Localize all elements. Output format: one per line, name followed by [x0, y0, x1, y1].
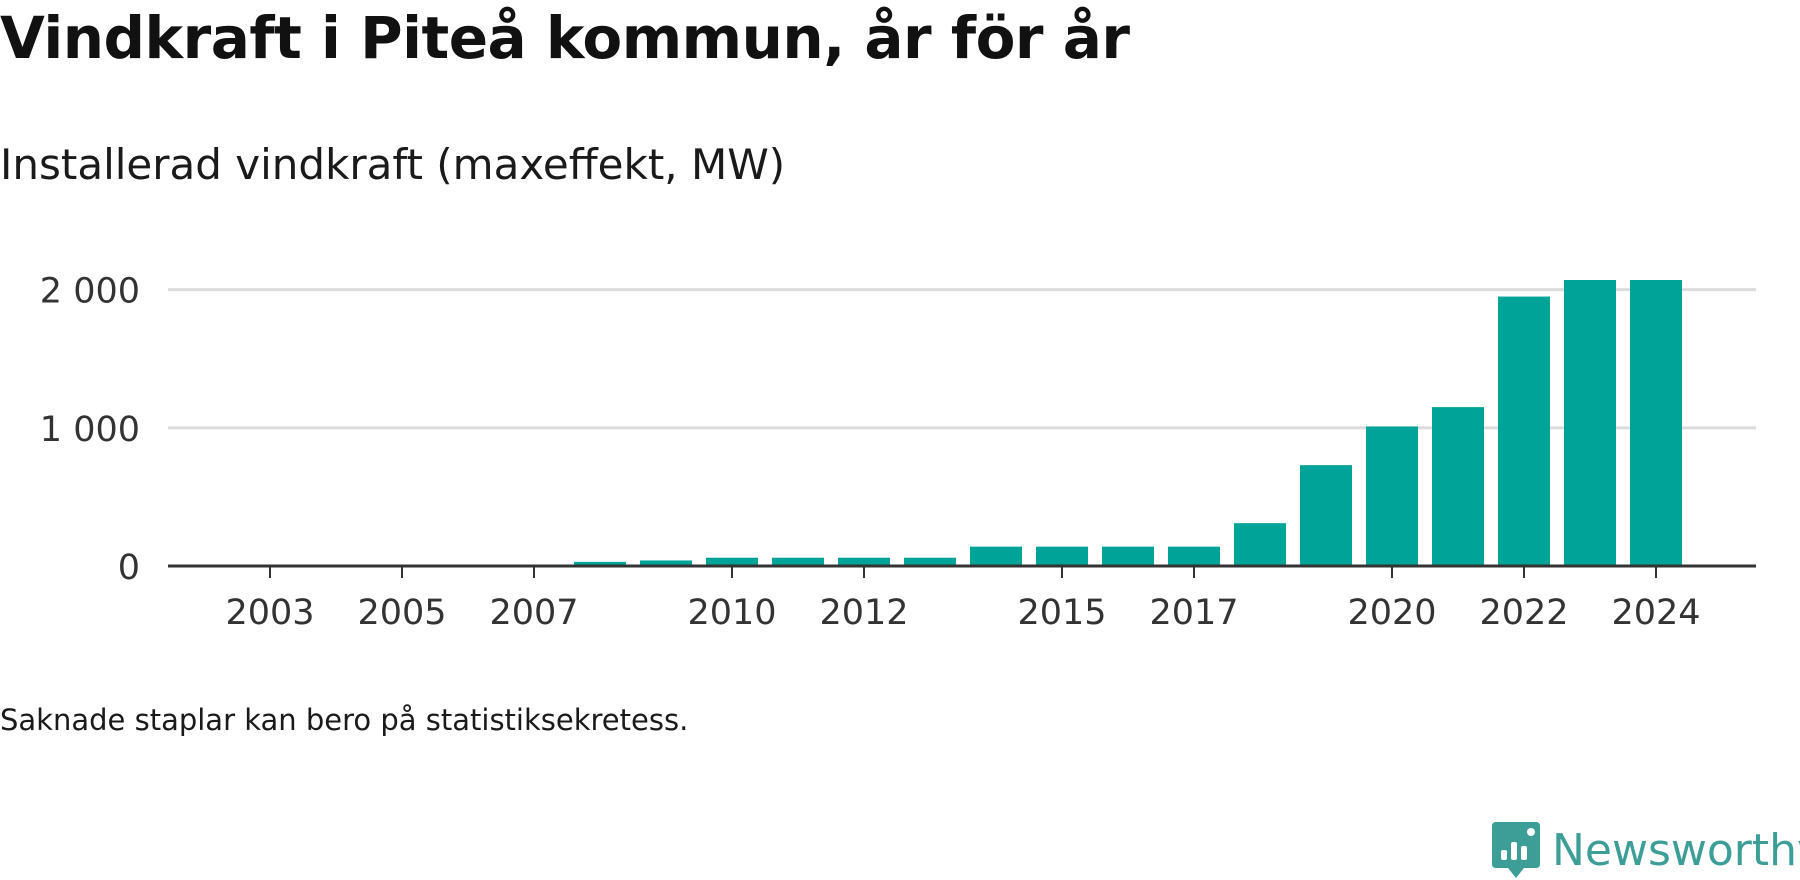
x-tick-label: 2007 — [489, 593, 578, 633]
y-tick-label: 0 — [118, 548, 140, 588]
bar-2008[interactable] — [574, 561, 626, 566]
bar-2024[interactable] — [1630, 280, 1682, 566]
grid-layer — [168, 288, 1756, 430]
x-tick-label: 2003 — [225, 593, 314, 633]
x-tick-label: 2017 — [1149, 593, 1238, 633]
chart-subtitle: Installerad vindkraft (maxeffekt, MW) — [0, 140, 786, 189]
x-tick-label: 2024 — [1611, 593, 1700, 633]
bar-2020[interactable] — [1366, 426, 1418, 566]
bar-2010[interactable] — [706, 557, 758, 566]
bar-2009[interactable] — [640, 560, 692, 566]
chart-title: Vindkraft i Piteå kommun, år för år — [0, 4, 1130, 72]
bar-2016[interactable] — [1102, 546, 1154, 566]
bar-2015[interactable] — [1036, 546, 1088, 566]
newsworthy-logo-icon — [1492, 822, 1540, 878]
x-tick-label: 2020 — [1347, 593, 1436, 633]
x-tick-label: 2005 — [357, 593, 446, 633]
brand-logo[interactable]: Newsworthy — [1490, 820, 1800, 880]
bar-2014[interactable] — [970, 546, 1022, 566]
bar-2022[interactable] — [1498, 296, 1550, 566]
bar-2018[interactable] — [1234, 523, 1286, 566]
bar-2013[interactable] — [904, 557, 956, 566]
footnote: Saknade staplar kan bero på statistiksek… — [0, 703, 689, 737]
x-tick-label: 2012 — [819, 593, 908, 633]
x-tick-label: 2015 — [1017, 593, 1106, 633]
bar-2017[interactable] — [1168, 546, 1220, 566]
bar-2011[interactable] — [772, 557, 824, 566]
y-tick-label: 2 000 — [40, 272, 140, 312]
bar-layer — [574, 280, 1682, 566]
bar-2021[interactable] — [1432, 407, 1484, 566]
axis-layer: 0 1 000 2 000 2003 2005 2007 2010 2012 2015 2017 2… — [40, 272, 1756, 633]
bar-2023[interactable] — [1564, 280, 1616, 566]
y-tick-label: 1 000 — [40, 410, 140, 450]
bar-chart: 0 1 000 2 000 2003 2005 2007 2010 2012 2015 2017 2… — [40, 272, 1756, 633]
x-tick-label: 2010 — [687, 593, 776, 633]
bar-2019[interactable] — [1300, 465, 1352, 566]
bar-2012[interactable] — [838, 557, 890, 566]
brand-name: Newsworthy — [1552, 824, 1800, 876]
x-tick-label: 2022 — [1479, 593, 1568, 633]
